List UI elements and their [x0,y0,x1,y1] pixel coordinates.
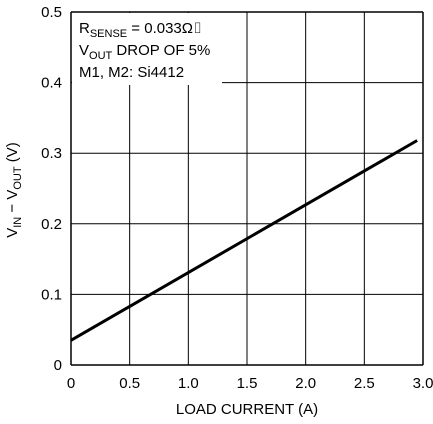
y-tick-label: 0 [54,357,62,374]
annotation-vout-sub: OUT [89,50,113,62]
annotation-rsense-sub: SENSE [90,28,127,40]
y-tick-label: 0.2 [41,216,62,233]
x-tick-label: 3.0 [413,375,433,392]
annotation-rsense-main: R [79,20,90,37]
series-line [70,139,418,342]
annotation-vout-tail: DROP OF 5% [112,42,210,59]
annotation-vout-drop: VOUT DROP OF 5% [79,42,210,62]
annotation-box [72,13,222,85]
x-axis-label: LOAD CURRENT (A) [176,401,318,418]
y-tick-label: 0.1 [41,286,62,303]
y-tick-label: 0.4 [41,75,62,92]
y-tick-label: 0.3 [41,145,62,162]
x-tick-label: 2.0 [295,375,316,392]
x-tick-label: 1.5 [237,375,258,392]
y-axis-label-v-in: V [4,228,21,238]
annotation-mosfets: M1, M2: Si4412 [79,64,184,81]
annotation-rsense-tail: = 0.033Ω⌷ [127,20,202,37]
x-tick-label: 2.5 [354,375,375,392]
x-tick-label: 1.0 [178,375,199,392]
annotation-vout-main: V [79,42,89,59]
x-tick-labels: 0 0.5 1.0 1.5 2.0 2.5 3.0 [67,375,433,392]
y-tick-labels: 0 0.1 0.2 0.3 0.4 0.5 [41,4,62,374]
y-axis-label-out-sub: OUT [12,166,24,190]
y-axis-label-in-sub: IN [12,217,24,228]
x-tick-label: 0.5 [119,375,140,392]
y-axis-label-unit: (V) [4,142,21,166]
y-tick-label: 0.5 [41,4,62,21]
y-axis-label: VIN − VOUT (V) [4,142,24,238]
x-tick-label: 0 [67,375,75,392]
annotation-rsense: RSENSE = 0.033Ω⌷ [79,20,202,40]
y-axis-label-minus-v: − V [4,190,21,217]
series-group [70,139,418,342]
